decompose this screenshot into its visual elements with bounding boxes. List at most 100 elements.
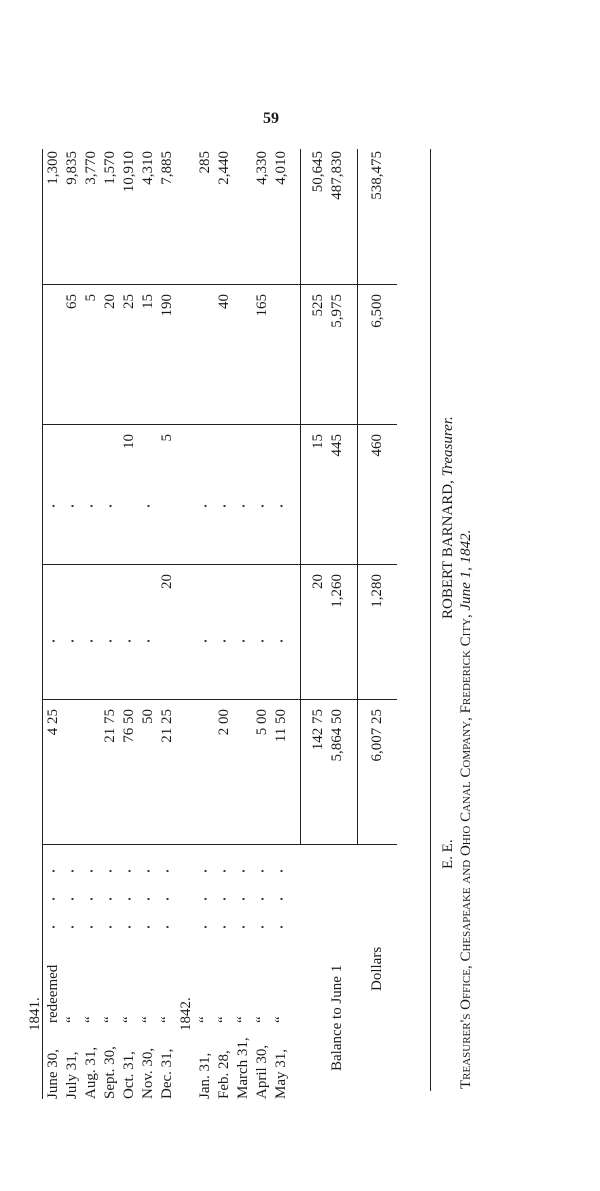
cell-col-1: 142 75 [310, 709, 326, 751]
page-number: 59 [263, 110, 279, 127]
row-label: Balance to June 1 [329, 964, 345, 1071]
cell-col-1: 21 75 [102, 709, 118, 743]
leader-dots [204, 851, 207, 941]
cell-col-1: 50 [140, 709, 156, 724]
signature-title: Treasurer. [440, 416, 456, 477]
leader-dots [280, 851, 283, 941]
cell-col-1: 6,007 25 [369, 709, 385, 762]
cell-col-4 [272, 294, 291, 424]
row-ditto: “ [273, 1016, 289, 1023]
table-row: July 31, “ 65 9,835 [63, 0, 82, 1191]
row-ditto: “ [102, 1016, 118, 1023]
cell-col-4 [234, 294, 253, 424]
cell-col-4: 190 [159, 294, 175, 317]
cell-col-3: 5 [159, 434, 175, 442]
cell-col-1 [196, 709, 215, 844]
cell-col-4: 15 [140, 294, 156, 309]
cell-col-4: 6,500 [369, 294, 385, 328]
cell-col-4: 165 [254, 294, 270, 317]
row-date: Feb. 28, [216, 1050, 232, 1099]
cell-col-1: 21 25 [159, 709, 175, 743]
row-date: Sept. 30, [102, 1046, 118, 1099]
cell-col-5: 9,835 [64, 151, 80, 185]
cell-col-3: 445 [329, 434, 345, 457]
bottom-rule [430, 149, 431, 1091]
filler-dots [204, 589, 207, 679]
filler-dots [147, 454, 150, 544]
cell-col-5: 1,300 [45, 151, 61, 185]
filler-dots [128, 589, 131, 679]
office-line: Treasurer's Office, Chesapeake and Ohio … [458, 530, 475, 1089]
cell-col-5: 1,570 [102, 151, 118, 185]
cell-col-5: 4,010 [273, 151, 289, 185]
row-date: May 31, [273, 1049, 289, 1099]
leader-dots [52, 851, 55, 941]
cell-col-1: 76 50 [121, 709, 137, 743]
leader-dots [90, 851, 93, 941]
table-row: Oct. 31, “ 76 50 10 25 10,910 [120, 0, 139, 1191]
row-ditto: “ [159, 1016, 175, 1023]
table-row: Dollars 6,007 25 1,280 460 6,500 538,475 [368, 0, 387, 1191]
filler-dots [280, 589, 283, 679]
total-rule [357, 149, 358, 845]
office-date: June 1, 1842. [458, 529, 474, 611]
office-text: Treasurer's Office, Chesapeake and Ohio … [458, 614, 474, 1089]
leader-dots [223, 851, 226, 941]
cell-col-5: 487,830 [329, 151, 345, 200]
cell-col-1: 4 25 [45, 709, 61, 736]
row-date: Nov. 30, [140, 1047, 156, 1099]
table-row: Feb. 28, “ 2 00 40 2,440 [215, 0, 234, 1191]
cell-col-4 [44, 294, 63, 424]
leader-dots [242, 851, 245, 941]
row-ditto: “ [216, 1016, 232, 1023]
filler-dots [109, 589, 112, 679]
filler-dots [147, 589, 150, 679]
row-date: April 30, [254, 1044, 270, 1099]
table-row: March 31, “ [234, 0, 253, 1191]
row-date: Dec. 31, [159, 1048, 175, 1099]
row-ditto: “ [254, 1016, 270, 1023]
row-date: March 31, [235, 1037, 251, 1099]
filler-dots [261, 589, 264, 679]
cell-col-1 [82, 709, 101, 844]
filler-dots [261, 454, 264, 544]
cell-col-5: 10,910 [121, 151, 137, 193]
cell-col-1 [63, 709, 82, 844]
initials: E. E. [440, 839, 456, 869]
table-row: Aug. 31, “ 5 3,770 [82, 0, 101, 1191]
row-label: Dollars [369, 946, 385, 991]
filler-dots [204, 454, 207, 544]
cell-col-4: 65 [64, 294, 80, 309]
row-ditto: “ [83, 1016, 99, 1023]
table-row: 142 75 20 15 525 50,645 [309, 0, 328, 1191]
cell-col-5: 4,310 [140, 151, 156, 185]
cell-col-5 [234, 151, 253, 284]
cell-col-5: 4,330 [254, 151, 270, 185]
filler-dots [223, 589, 226, 679]
table-row: Nov. 30, “ 50 15 4,310 [139, 0, 158, 1191]
row-ditto: “ [64, 1016, 80, 1023]
year-label: 1842. [178, 997, 194, 1031]
cell-col-1: 2 00 [216, 709, 232, 736]
row-date: Aug. 31, [83, 1046, 99, 1099]
filler-dots [242, 589, 245, 679]
cell-col-4: 40 [216, 294, 232, 309]
row-ditto: “ [235, 1016, 251, 1023]
cell-col-2: 1,280 [369, 574, 385, 608]
cell-col-4: 20 [102, 294, 118, 309]
leader-dots [147, 851, 150, 941]
leader-dots [166, 851, 169, 941]
cell-col-5: 2,440 [216, 151, 232, 185]
cell-col-1 [234, 709, 253, 844]
cell-col-5: 285 [197, 151, 213, 174]
row-ditto: “ [140, 1016, 156, 1023]
cell-col-4: 5,975 [329, 294, 345, 328]
row-date: Oct. 31, [121, 1051, 137, 1099]
cell-col-3: 460 [369, 434, 385, 457]
leader-dots [261, 851, 264, 941]
cell-col-1: 5 00 [254, 709, 270, 736]
table-row: Balance to June 1 5,864 50 1,260 445 5,975 48… [328, 0, 347, 1191]
cell-col-1: 5,864 50 [329, 709, 345, 762]
cell-col-4: 5 [83, 294, 99, 302]
